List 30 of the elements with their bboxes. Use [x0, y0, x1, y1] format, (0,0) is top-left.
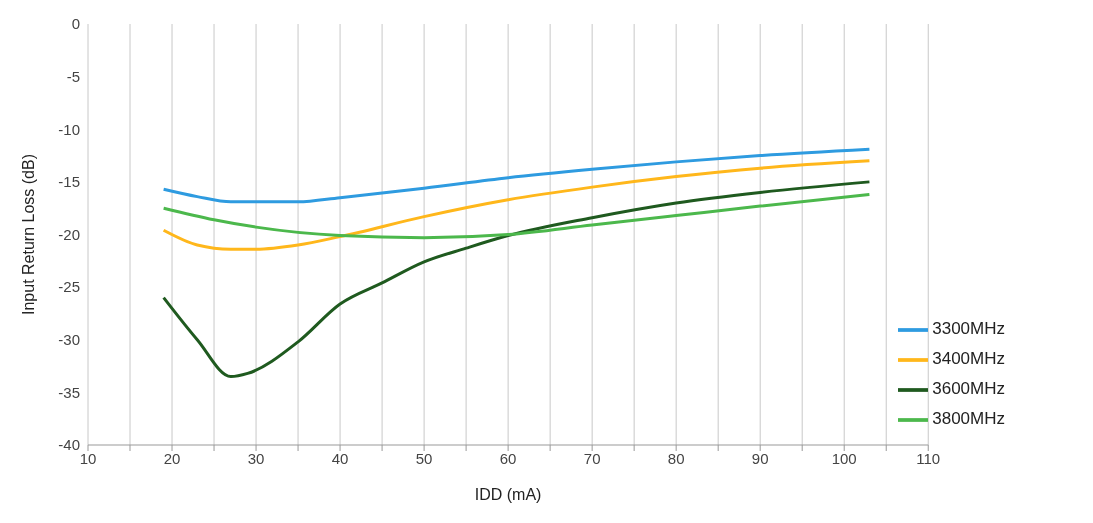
x-tick-label: 30 [247, 449, 265, 467]
line-series [162, 180, 871, 379]
x-tick-label: 70 [583, 449, 601, 467]
x-tick-label: 80 [667, 449, 685, 467]
x-tick-label: 90 [751, 449, 769, 467]
legend-label: 3800MHz [932, 409, 1005, 429]
y-tick-label: -20 [58, 225, 80, 243]
x-tick-label: 40 [331, 449, 349, 467]
x-axis-title: IDD (mA) [474, 486, 542, 503]
y-tick-label: -5 [66, 67, 80, 85]
x-tick-label: 100 [831, 449, 857, 467]
y-tick-label: 0 [71, 15, 80, 33]
x-tick-label: 60 [499, 449, 517, 467]
x-tick-label: 50 [415, 449, 433, 467]
legend-label: 3300MHz [932, 319, 1005, 339]
legend-label: 3400MHz [932, 349, 1005, 369]
line-series [162, 159, 871, 251]
y-axis-title: Input Return Loss (dB) [19, 154, 37, 315]
y-tick-label: -15 [58, 173, 80, 191]
y-tick-label: -10 [58, 120, 80, 138]
legend-label: 3600MHz [932, 379, 1005, 399]
line-series [162, 193, 871, 240]
x-tick-label: 110 [916, 449, 941, 467]
x-tick-label: 20 [163, 449, 181, 467]
y-tick-label: -30 [58, 331, 80, 349]
line-series [162, 147, 871, 204]
y-tick-label: -35 [58, 383, 80, 401]
y-tick-label: -40 [58, 436, 80, 454]
y-tick-label: -25 [58, 278, 80, 296]
x-tick-label: 10 [79, 449, 97, 467]
